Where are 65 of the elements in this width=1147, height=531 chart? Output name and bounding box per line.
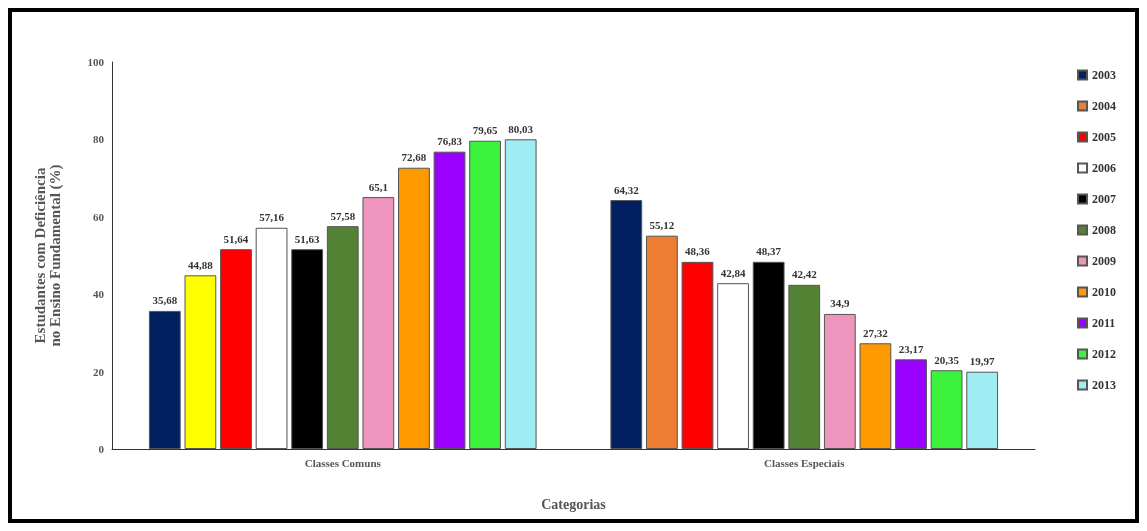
bar [681, 261, 714, 449]
bar [752, 261, 785, 449]
data-label: 23,17 [898, 342, 924, 355]
data-label: 48,37 [756, 245, 782, 258]
data-label: 34,9 [830, 297, 850, 310]
data-label: 57,16 [259, 211, 285, 224]
bar [148, 310, 181, 449]
bar [966, 371, 999, 449]
bar [184, 275, 217, 449]
data-label: 35,68 [152, 294, 178, 307]
data-label: 19,97 [969, 355, 996, 368]
bar [326, 226, 359, 449]
y-tick-label: 100 [87, 56, 105, 68]
bar [930, 370, 963, 449]
bar [291, 249, 324, 449]
legend-label: 2004 [1092, 99, 1116, 113]
data-label: 72,68 [401, 151, 427, 164]
legend-label: 2003 [1092, 68, 1116, 82]
bar [433, 151, 466, 449]
bar [504, 139, 537, 449]
data-label: 51,64 [223, 232, 249, 245]
x-tick-label: Classes Comuns [304, 456, 382, 469]
data-label: 80,03 [508, 122, 534, 135]
x-tick-label: Classes Especiais [764, 456, 846, 469]
data-label: 64,32 [613, 183, 640, 196]
data-label: 57,58 [330, 209, 356, 222]
data-label: 44,88 [188, 258, 214, 271]
legend-label: 2013 [1092, 378, 1116, 392]
legend-label: 2005 [1092, 130, 1116, 144]
legend-label: 2012 [1092, 347, 1116, 361]
legend-label: 2008 [1092, 223, 1116, 237]
legend-label: 2009 [1092, 254, 1116, 268]
legend-label: 2011 [1092, 316, 1116, 330]
bar [895, 359, 927, 449]
y-tick-label: 80 [93, 133, 105, 146]
legend-label: 2010 [1092, 285, 1116, 299]
data-label: 51,63 [294, 232, 321, 245]
bar [717, 283, 749, 449]
bar [469, 140, 501, 449]
y-tick-label: 20 [93, 365, 105, 378]
y-axis-title: Estudantes com Deficiência no Ensino Fundamental (%) [31, 164, 64, 347]
data-label: 48,36 [685, 245, 711, 258]
legend-label: 2006 [1092, 161, 1116, 175]
bar [788, 284, 821, 449]
bar [398, 167, 430, 449]
legend-label: 2007 [1092, 192, 1116, 206]
bar [220, 249, 252, 449]
bar [823, 313, 856, 449]
data-label: 79,65 [472, 124, 498, 137]
data-label: 42,84 [720, 266, 746, 279]
y-tick-label: 60 [93, 210, 105, 223]
data-label: 65,1 [368, 180, 388, 193]
data-label: 20,35 [934, 353, 960, 366]
bar [610, 200, 643, 449]
bar [646, 235, 678, 449]
data-label: 76,83 [437, 135, 463, 148]
data-label: 27,32 [863, 326, 889, 339]
y-tick-label: 40 [93, 288, 105, 301]
x-axis-title: Categorias [541, 496, 607, 512]
data-label: 42,42 [791, 268, 818, 281]
bar [255, 227, 288, 449]
y-tick-label: 0 [98, 443, 105, 455]
bar [859, 343, 892, 449]
bar [362, 197, 395, 449]
data-label: 55,12 [649, 219, 675, 232]
